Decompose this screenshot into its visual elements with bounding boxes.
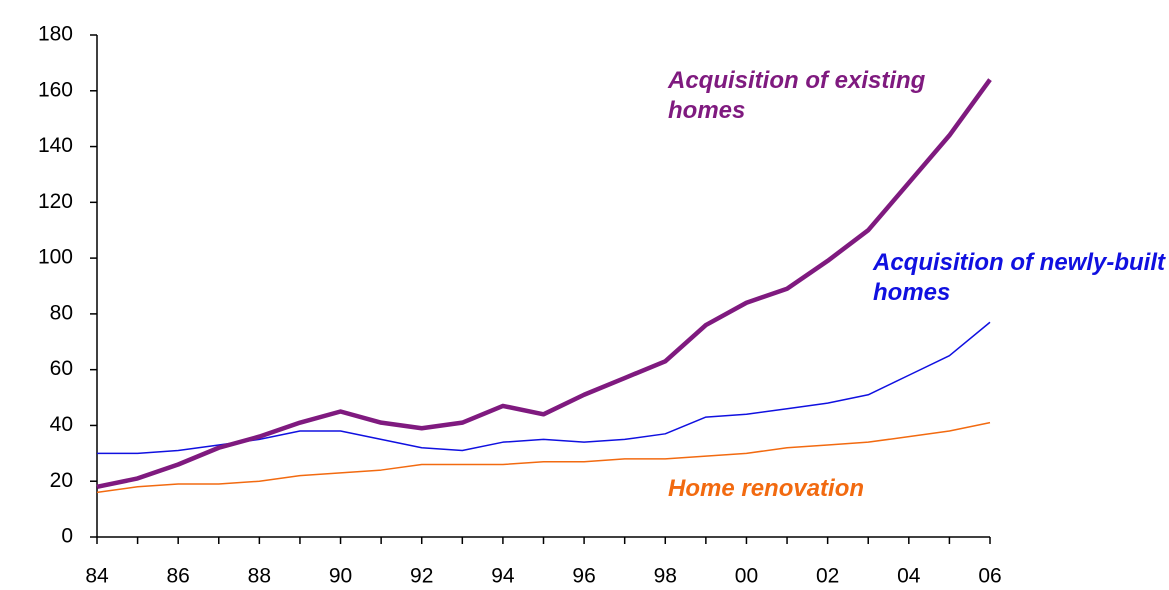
x-tick-label: 96 — [572, 565, 595, 588]
y-tick-label: 0 — [61, 525, 73, 548]
x-tick-label: 88 — [248, 565, 271, 588]
series-line — [96, 78, 992, 490]
series-label: Home renovation — [668, 475, 865, 502]
y-tick-label: 140 — [38, 134, 73, 157]
series-line — [96, 421, 991, 494]
y-tick-label: 100 — [38, 246, 73, 269]
series-label: Acquisition of existing homes — [668, 67, 926, 124]
y-tick-label: 60 — [50, 357, 73, 380]
x-tick-label: 92 — [410, 565, 433, 588]
x-tick-label: 94 — [491, 565, 515, 588]
x-tick-label: 06 — [978, 565, 1001, 588]
series-label: Acquisition of newly-built homes — [873, 249, 1165, 306]
x-tick-label: 86 — [167, 565, 190, 588]
series-line — [97, 321, 991, 455]
x-tick-label: 90 — [329, 565, 352, 588]
y-tick-label: 180 — [38, 23, 73, 46]
x-tick-label: 02 — [816, 565, 839, 588]
y-tick-label: 40 — [50, 413, 73, 436]
x-tick-label: 84 — [85, 565, 109, 588]
y-tick-label: 160 — [38, 78, 73, 101]
y-tick-label: 80 — [50, 301, 73, 324]
y-tick-label: 120 — [38, 190, 73, 213]
x-tick-label: 00 — [735, 565, 758, 588]
x-tick-label: 98 — [654, 565, 677, 588]
y-tick-label: 20 — [50, 469, 73, 492]
x-tick-label: 04 — [897, 565, 921, 588]
